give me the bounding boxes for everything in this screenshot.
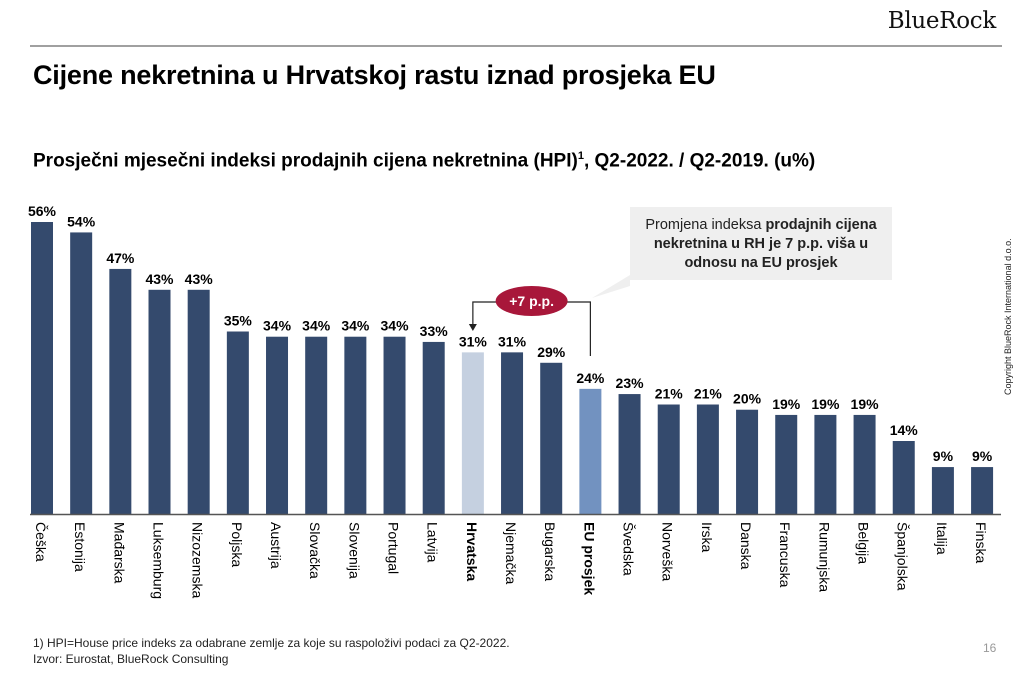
category-label: Rumunjska: [816, 522, 832, 592]
category-label: Portugal: [386, 522, 402, 574]
category-label: Estonija: [72, 522, 88, 572]
chart-subtitle: Prosječni mjesečni indeksi prodajnih cij…: [33, 150, 815, 172]
category-label: Finska: [973, 522, 989, 563]
bar-švedska: [618, 394, 641, 514]
category-label: Poljska: [229, 522, 245, 567]
bar-latvija: [422, 341, 445, 514]
callout-text: Promjena indeksa: [645, 217, 766, 233]
footnote: 1) HPI=House price indeks za odabrane ze…: [33, 636, 510, 650]
category-label: Latvija: [425, 522, 441, 563]
bar-austrija: [266, 336, 289, 514]
category-label: Španjolska: [895, 522, 911, 591]
bar-njemačka: [501, 352, 524, 514]
data-label: 9%: [933, 448, 954, 464]
bar-hrvatska: [461, 352, 484, 514]
bar-bugarska: [540, 362, 563, 514]
data-label: 20%: [733, 391, 762, 407]
data-label: 24%: [576, 370, 605, 386]
bar-mađarska: [109, 268, 132, 514]
data-label: 21%: [694, 386, 723, 402]
data-label: 56%: [28, 203, 57, 219]
bar-španjolska: [892, 441, 915, 514]
category-label: Bugarska: [542, 522, 558, 581]
data-label: 29%: [537, 344, 566, 360]
data-label: 35%: [224, 313, 253, 329]
bar-poljska: [226, 331, 249, 514]
data-label: 31%: [459, 333, 488, 349]
data-label: 34%: [263, 318, 292, 334]
bar-finska: [971, 467, 994, 514]
page-number: 16: [983, 641, 997, 655]
category-label: Češka: [33, 522, 49, 562]
page-title: Cijene nekretnina u Hrvatskoj rastu izna…: [33, 60, 716, 90]
difference-badge: [495, 286, 568, 316]
data-label: 43%: [185, 271, 214, 287]
category-label: Slovačka: [307, 522, 323, 579]
bar-luksemburg: [148, 289, 171, 514]
source: Izvor: Eurostat, BlueRock Consulting: [33, 652, 229, 666]
category-label: Italija: [934, 522, 950, 555]
data-label: 21%: [655, 386, 684, 402]
bar-irska: [696, 404, 719, 514]
bar-nizozemska: [187, 289, 210, 514]
data-label: 33%: [420, 323, 449, 339]
bar-slovenija: [344, 336, 367, 514]
bluerock-logo: BlueRock: [887, 8, 997, 34]
subtitle-text: Prosječni mjesečni indeksi prodajnih cij…: [33, 150, 578, 172]
category-label: Nizozemska: [190, 522, 206, 598]
data-label: 19%: [851, 396, 880, 412]
data-label: 54%: [67, 213, 96, 229]
category-label: Njemačka: [503, 522, 519, 584]
data-label: 19%: [811, 396, 840, 412]
category-label: EU prosjek: [581, 522, 597, 595]
category-label: Švedska: [621, 522, 637, 576]
category-label: Mađarska: [111, 522, 127, 584]
difference-badge-label: +7 p.p.: [509, 293, 554, 309]
bar-belgija: [853, 414, 876, 514]
data-label: 9%: [972, 448, 993, 464]
category-label: Belgija: [856, 522, 872, 564]
header-divider: [30, 45, 1002, 47]
subtitle-footnote-mark: 1: [577, 150, 584, 162]
data-label: 31%: [498, 333, 527, 349]
data-label: 14%: [890, 422, 919, 438]
category-label: Danska: [738, 522, 754, 570]
bar-norveška: [657, 404, 680, 514]
callout-box: Promjena indeksa prodajnih cijena nekret…: [630, 207, 892, 280]
bar-estonija: [70, 232, 93, 514]
category-label: Irska: [699, 522, 715, 553]
bar-francuska: [775, 414, 798, 514]
callout-bold-text: prodajnih cijena nekretnina u RH je 7 p.…: [653, 217, 877, 271]
data-label: 43%: [145, 271, 174, 287]
bar-češka: [31, 222, 53, 514]
category-label: Norveška: [660, 522, 676, 581]
data-label: 34%: [381, 318, 410, 334]
category-label: Francuska: [777, 522, 793, 588]
category-label: Austrija: [268, 522, 284, 569]
category-label: Slovenija: [346, 522, 362, 579]
bar-slovačka: [305, 336, 328, 514]
data-label: 34%: [302, 318, 331, 334]
bar-danska: [736, 409, 759, 514]
bar-portugal: [383, 336, 406, 514]
subtitle-rest: , Q2-2022. / Q2-2019. (u%): [583, 150, 816, 172]
arrow-head-icon: [468, 324, 477, 331]
data-label: 34%: [341, 318, 370, 334]
bar-rumunjska: [814, 414, 837, 514]
data-label: 19%: [772, 396, 801, 412]
category-label: Luksemburg: [151, 522, 167, 599]
bar-eu-prosjek: [579, 388, 602, 514]
category-label: Hrvatska: [464, 522, 480, 581]
callout-pointer: [592, 275, 630, 298]
data-label: 47%: [106, 250, 135, 266]
bar-italija: [931, 467, 954, 514]
data-label: 23%: [616, 375, 645, 391]
